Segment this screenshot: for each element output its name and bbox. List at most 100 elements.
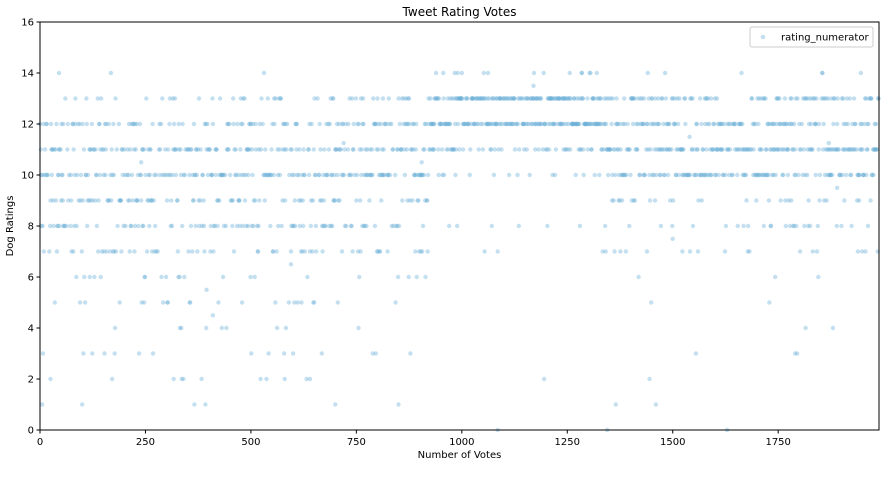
data-point xyxy=(536,147,541,152)
data-point xyxy=(377,249,383,254)
data-point xyxy=(642,172,648,178)
data-point xyxy=(674,147,679,152)
data-point xyxy=(542,121,548,127)
data-point xyxy=(632,198,637,203)
data-point xyxy=(599,147,604,152)
data-point xyxy=(768,147,773,152)
data-point xyxy=(105,198,110,203)
data-point xyxy=(863,96,869,101)
data-point xyxy=(604,96,609,101)
data-point xyxy=(396,223,402,229)
data-point xyxy=(604,147,610,152)
data-point xyxy=(134,198,139,203)
data-point xyxy=(806,198,811,203)
data-point xyxy=(750,121,756,127)
data-point xyxy=(55,223,60,229)
data-point xyxy=(70,121,75,127)
data-point xyxy=(550,172,555,178)
data-point xyxy=(717,121,723,127)
data-point xyxy=(43,172,49,178)
data-point xyxy=(320,223,325,229)
data-point xyxy=(331,198,337,203)
data-point xyxy=(202,249,207,254)
data-point xyxy=(703,121,708,127)
data-point xyxy=(725,121,730,127)
data-point xyxy=(694,121,699,127)
data-point xyxy=(89,121,95,127)
data-point xyxy=(236,198,242,203)
data-point xyxy=(783,198,788,203)
data-point xyxy=(212,223,217,229)
data-point xyxy=(379,147,385,152)
data-point xyxy=(676,121,681,127)
data-point xyxy=(817,172,823,178)
data-point xyxy=(292,198,297,203)
data-point xyxy=(104,249,109,254)
data-point xyxy=(494,121,499,127)
data-point xyxy=(327,223,332,229)
data-point xyxy=(172,147,177,152)
data-point xyxy=(564,121,569,127)
data-point xyxy=(570,121,575,127)
data-point xyxy=(644,147,649,152)
data-point xyxy=(567,96,572,101)
data-point xyxy=(591,96,596,101)
data-point xyxy=(102,351,107,356)
data-point xyxy=(662,172,667,178)
data-point xyxy=(47,249,52,254)
data-point xyxy=(525,96,530,101)
data-point xyxy=(153,223,158,229)
data-point xyxy=(192,172,197,178)
data-point xyxy=(123,172,128,178)
data-point xyxy=(133,147,138,152)
data-point xyxy=(680,147,686,152)
data-point xyxy=(511,96,516,101)
data-point xyxy=(165,300,170,305)
data-point xyxy=(486,121,491,127)
data-point xyxy=(774,147,780,152)
data-point xyxy=(714,147,719,152)
data-point xyxy=(422,198,428,203)
data-point xyxy=(874,147,879,152)
data-point xyxy=(299,172,305,178)
data-point xyxy=(837,172,842,178)
data-point xyxy=(605,147,610,152)
data-point xyxy=(816,274,821,280)
data-point xyxy=(435,96,440,101)
data-point xyxy=(193,223,198,229)
data-point xyxy=(672,121,677,127)
data-point xyxy=(422,147,427,152)
data-point xyxy=(509,96,514,101)
data-point xyxy=(835,96,840,101)
data-point xyxy=(775,96,780,101)
data-point xyxy=(250,121,256,127)
data-point xyxy=(614,121,619,127)
data-point xyxy=(549,96,554,101)
data-point xyxy=(671,198,676,203)
data-point xyxy=(520,121,526,127)
data-point xyxy=(458,96,464,101)
data-point xyxy=(223,223,229,229)
data-point xyxy=(282,351,287,356)
data-point xyxy=(349,223,354,229)
data-point xyxy=(612,147,618,152)
data-point xyxy=(743,147,748,152)
data-point xyxy=(136,223,141,229)
data-point xyxy=(873,147,878,152)
data-point xyxy=(172,96,178,101)
data-point xyxy=(377,249,382,254)
data-point xyxy=(71,249,76,254)
data-point xyxy=(306,147,311,152)
data-point xyxy=(579,96,584,101)
data-point xyxy=(730,121,736,127)
data-point xyxy=(150,121,155,127)
data-point xyxy=(258,147,264,152)
data-point xyxy=(630,96,635,101)
data-point xyxy=(72,172,77,178)
data-point xyxy=(868,198,873,203)
data-point xyxy=(852,121,858,127)
data-point xyxy=(214,147,219,152)
data-point xyxy=(147,147,153,152)
data-point xyxy=(647,376,652,382)
data-point xyxy=(242,96,247,101)
